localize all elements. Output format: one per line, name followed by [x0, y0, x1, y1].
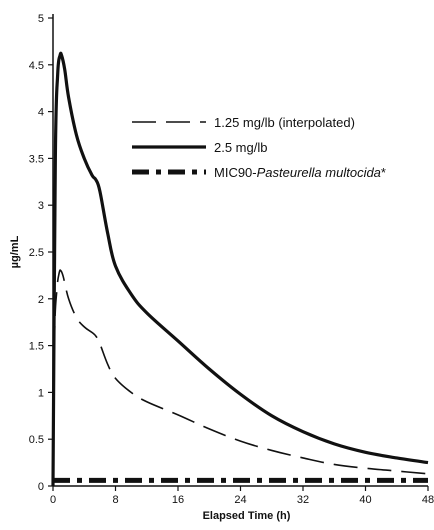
x-tick-label: 32 [297, 494, 309, 506]
y-axis-label: µg/mL [9, 235, 21, 268]
y-tick-label: 5 [38, 13, 44, 25]
y-tick-label: 3.5 [29, 153, 44, 165]
x-tick-label: 16 [172, 494, 184, 506]
x-tick-label: 24 [234, 494, 246, 506]
x-axis-label: Elapsed Time (h) [203, 510, 291, 522]
legend-label-mic90-suffix: * [381, 165, 386, 180]
y-tick-label: 0.5 [29, 434, 44, 446]
x-tick-label: 40 [359, 494, 371, 506]
x-axis-ticks: 0 8 16 24 32 40 48 [50, 486, 434, 506]
legend-label-2-5-mg-lb: 2.5 mg/lb [214, 140, 267, 155]
y-tick-label: 0 [38, 481, 44, 493]
y-tick-label: 1.5 [29, 341, 44, 353]
x-tick-label: 0 [50, 494, 56, 506]
y-tick-label: 2.5 [29, 247, 44, 259]
series-2-5-mg-lb-line [51, 51, 429, 487]
legend-label-mic90-prefix: MIC90- [214, 165, 257, 180]
legend-label-1-25-mg-lb: 1.25 mg/lb (interpolated) [214, 115, 355, 130]
legend-label-mic90-italic: Pasteurella multocida [257, 165, 381, 180]
legend-label-mic90: MIC90-Pasteurella multocida* [214, 165, 386, 180]
y-tick-label: 2 [38, 294, 44, 306]
y-axis-ticks: 0 0.5 1 1.5 2 2.5 3 3.5 4 4.5 5 [29, 13, 53, 493]
y-tick-label: 1 [38, 387, 44, 399]
y-tick-label: 4 [38, 107, 44, 119]
series-layer [51, 51, 429, 487]
x-tick-label: 8 [112, 494, 118, 506]
x-tick-label: 48 [422, 494, 434, 506]
series-1-25-mg-lb-line [52, 269, 429, 487]
y-tick-label: 3 [38, 200, 44, 212]
y-tick-label: 4.5 [29, 60, 44, 72]
legend: 1.25 mg/lb (interpolated) 2.5 mg/lb MIC9… [132, 115, 386, 180]
